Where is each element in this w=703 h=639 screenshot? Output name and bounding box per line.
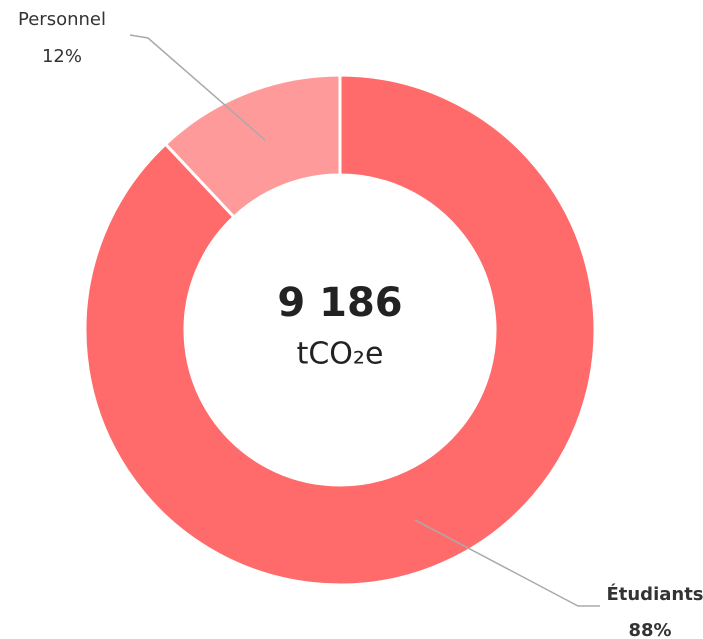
slice-value-label: 88% <box>628 620 671 639</box>
center-value: 9 186 <box>277 280 402 326</box>
donut-slice <box>83 73 597 587</box>
leader-line <box>414 519 600 607</box>
slice-label: Étudiants <box>606 583 703 605</box>
slice-value-label: 12% <box>42 46 82 67</box>
center-unit: tCO₂e <box>297 337 384 372</box>
leader-line <box>129 34 266 141</box>
slice-label: Personnel <box>18 9 106 30</box>
